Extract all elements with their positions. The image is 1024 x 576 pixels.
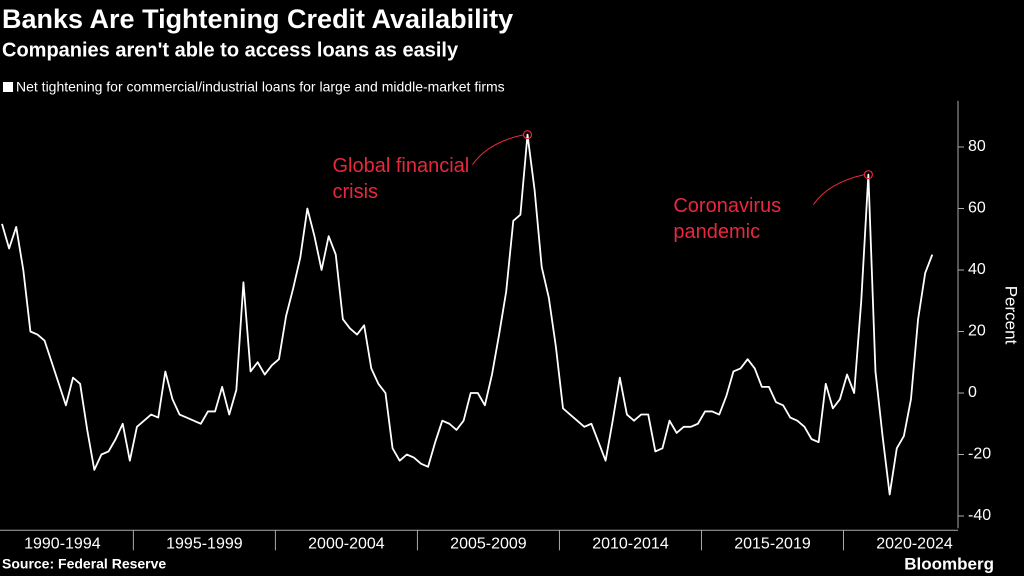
annotation-text: Coronavirus bbox=[673, 195, 781, 217]
annotation-text: crisis bbox=[332, 181, 378, 203]
y-tick-label: -40 bbox=[968, 507, 991, 524]
y-tick-label: 20 bbox=[968, 323, 986, 340]
x-tick-label: 2000-2004 bbox=[308, 536, 385, 553]
x-tick-label: 2010-2014 bbox=[592, 536, 669, 553]
annotation-connector bbox=[472, 134, 524, 165]
y-tick-label: 0 bbox=[968, 384, 977, 401]
x-tick-label: 2020-2024 bbox=[876, 536, 953, 553]
x-tick-label: 1995-1999 bbox=[166, 536, 243, 553]
annotation-text: Global financial bbox=[332, 155, 469, 177]
legend-label: Net tightening for commercial/industrial… bbox=[16, 79, 505, 95]
chart-title: Banks Are Tightening Credit Availability bbox=[2, 4, 513, 34]
y-tick-label: 40 bbox=[968, 261, 986, 278]
y-tick-label: -20 bbox=[968, 446, 991, 463]
annotation-text: pandemic bbox=[673, 221, 760, 243]
annotation-marker bbox=[522, 130, 533, 140]
x-tick-label: 2015-2019 bbox=[734, 536, 811, 553]
y-tick-label: 60 bbox=[968, 200, 986, 217]
data-line bbox=[1, 133, 934, 496]
brand-logo: Bloomberg bbox=[904, 554, 994, 573]
x-tick-label: 1990-1994 bbox=[24, 536, 101, 553]
annotation-marker bbox=[863, 170, 873, 180]
source: Source: Federal Reserve bbox=[2, 556, 166, 572]
y-tick-label: 80 bbox=[968, 138, 986, 155]
chart-subtitle: Companies aren't able to access loans as… bbox=[2, 39, 459, 61]
x-tick-label: 2005-2009 bbox=[450, 536, 527, 553]
y-axis-label: Percent bbox=[1002, 286, 1021, 345]
legend-swatch bbox=[3, 82, 13, 92]
annotation-connector bbox=[812, 174, 865, 205]
